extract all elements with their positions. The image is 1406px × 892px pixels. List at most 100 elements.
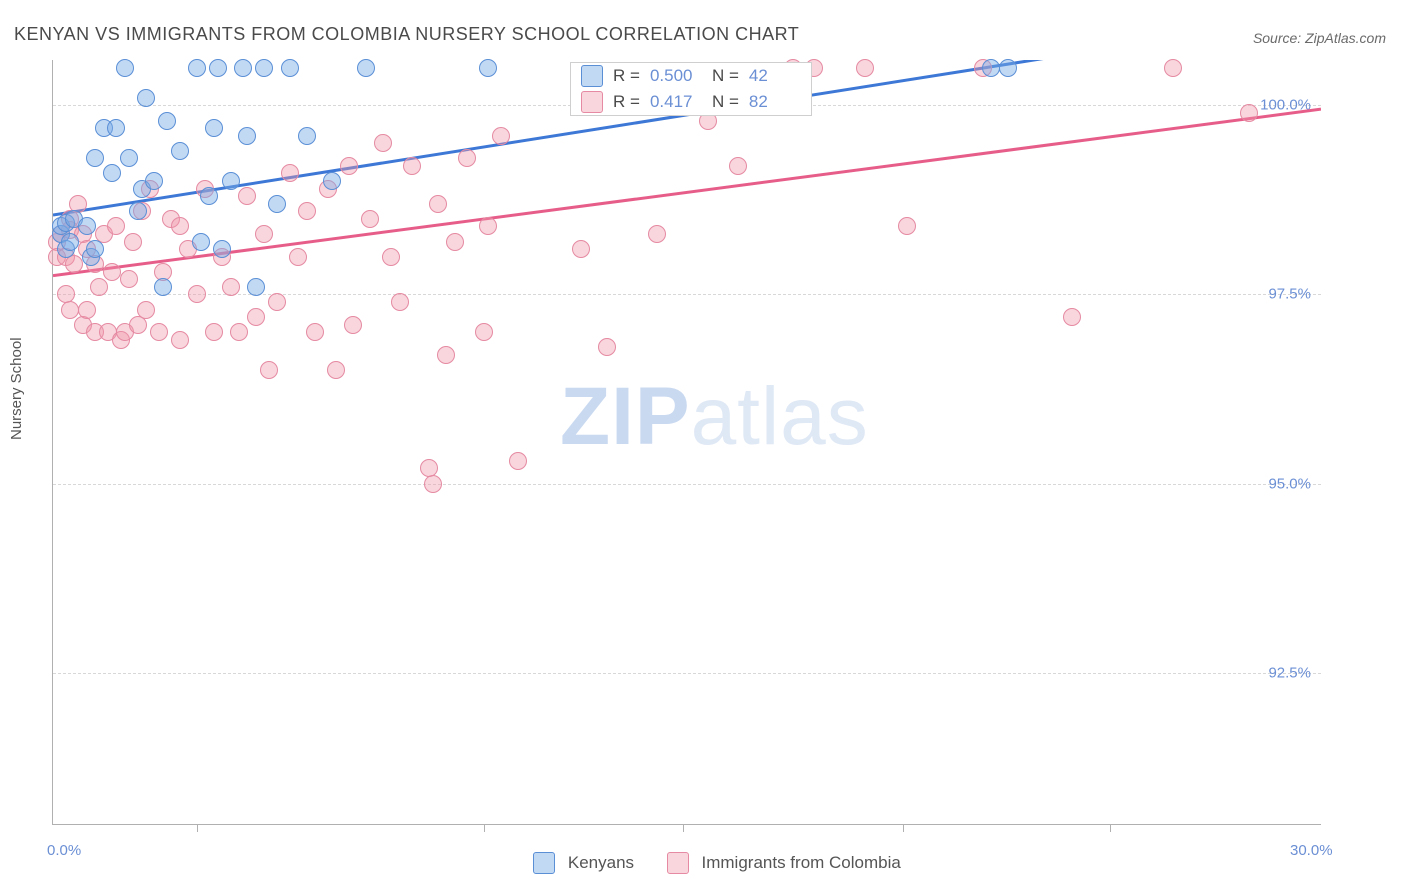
data-point-colombia bbox=[1240, 104, 1258, 122]
r-label: R = bbox=[613, 66, 640, 86]
data-point-kenyans bbox=[238, 127, 256, 145]
n-value-colombia: 82 bbox=[749, 92, 801, 112]
data-point-kenyans bbox=[281, 59, 299, 77]
data-point-kenyans bbox=[120, 149, 138, 167]
swatch-colombia bbox=[581, 91, 603, 113]
data-point-colombia bbox=[188, 285, 206, 303]
data-point-colombia bbox=[230, 323, 248, 341]
data-point-colombia bbox=[856, 59, 874, 77]
swatch-kenyans bbox=[581, 65, 603, 87]
data-point-colombia bbox=[103, 263, 121, 281]
data-point-kenyans bbox=[192, 233, 210, 251]
data-point-kenyans bbox=[298, 127, 316, 145]
data-point-colombia bbox=[306, 323, 324, 341]
data-point-colombia bbox=[255, 225, 273, 243]
data-point-kenyans bbox=[213, 240, 231, 258]
data-point-colombia bbox=[78, 301, 96, 319]
data-point-colombia bbox=[61, 301, 79, 319]
legend-swatch-kenyans bbox=[533, 852, 555, 874]
data-point-colombia bbox=[598, 338, 616, 356]
data-point-colombia bbox=[729, 157, 747, 175]
data-point-colombia bbox=[327, 361, 345, 379]
data-point-kenyans bbox=[86, 240, 104, 258]
data-point-kenyans bbox=[137, 89, 155, 107]
gridline bbox=[53, 673, 1321, 674]
x-tick-mark bbox=[484, 824, 485, 832]
data-point-colombia bbox=[420, 459, 438, 477]
bottom-legend: Kenyans Immigrants from Colombia bbox=[0, 852, 1406, 874]
data-point-kenyans bbox=[268, 195, 286, 213]
data-point-kenyans bbox=[86, 149, 104, 167]
data-point-kenyans bbox=[116, 59, 134, 77]
data-point-kenyans bbox=[209, 59, 227, 77]
legend-swatch-colombia bbox=[667, 852, 689, 874]
x-tick-mark bbox=[683, 824, 684, 832]
data-point-kenyans bbox=[255, 59, 273, 77]
data-point-colombia bbox=[268, 293, 286, 311]
data-point-kenyans bbox=[78, 217, 96, 235]
data-point-colombia bbox=[492, 127, 510, 145]
trend-lines bbox=[53, 60, 1321, 824]
data-point-kenyans bbox=[171, 142, 189, 160]
data-point-colombia bbox=[458, 149, 476, 167]
source-label: Source: ZipAtlas.com bbox=[1253, 30, 1386, 46]
r-value-colombia: 0.417 bbox=[650, 92, 702, 112]
plot-area: 100.0%97.5%95.0%92.5% bbox=[52, 60, 1321, 825]
data-point-colombia bbox=[120, 270, 138, 288]
legend-label-colombia: Immigrants from Colombia bbox=[702, 853, 901, 872]
data-point-colombia bbox=[391, 293, 409, 311]
data-point-colombia bbox=[150, 323, 168, 341]
stat-legend: R = 0.500 N = 42 R = 0.417 N = 82 bbox=[570, 62, 812, 116]
data-point-colombia bbox=[1164, 59, 1182, 77]
data-point-colombia bbox=[247, 308, 265, 326]
data-point-kenyans bbox=[145, 172, 163, 190]
data-point-kenyans bbox=[158, 112, 176, 130]
n-label: N = bbox=[712, 66, 739, 86]
data-point-kenyans bbox=[247, 278, 265, 296]
r-value-kenyans: 0.500 bbox=[650, 66, 702, 86]
data-point-colombia bbox=[446, 233, 464, 251]
chart-title: KENYAN VS IMMIGRANTS FROM COLOMBIA NURSE… bbox=[14, 24, 799, 45]
data-point-kenyans bbox=[234, 59, 252, 77]
data-point-kenyans bbox=[154, 278, 172, 296]
data-point-colombia bbox=[374, 134, 392, 152]
n-label: N = bbox=[712, 92, 739, 112]
data-point-colombia bbox=[137, 301, 155, 319]
data-point-kenyans bbox=[323, 172, 341, 190]
data-point-colombia bbox=[124, 233, 142, 251]
data-point-colombia bbox=[171, 331, 189, 349]
data-point-colombia bbox=[361, 210, 379, 228]
data-point-colombia bbox=[382, 248, 400, 266]
data-point-kenyans bbox=[357, 59, 375, 77]
x-axis-max-label: 30.0% bbox=[1290, 842, 1333, 859]
data-point-colombia bbox=[475, 323, 493, 341]
data-point-colombia bbox=[65, 255, 83, 273]
data-point-kenyans bbox=[129, 202, 147, 220]
data-point-colombia bbox=[437, 346, 455, 364]
n-value-kenyans: 42 bbox=[749, 66, 801, 86]
y-axis-label: Nursery School bbox=[8, 337, 25, 440]
data-point-colombia bbox=[572, 240, 590, 258]
data-point-colombia bbox=[171, 217, 189, 235]
gridline bbox=[53, 484, 1321, 485]
data-point-colombia bbox=[205, 323, 223, 341]
data-point-kenyans bbox=[103, 164, 121, 182]
data-point-colombia bbox=[403, 157, 421, 175]
data-point-colombia bbox=[648, 225, 666, 243]
data-point-kenyans bbox=[200, 187, 218, 205]
data-point-kenyans bbox=[205, 119, 223, 137]
data-point-colombia bbox=[1063, 308, 1081, 326]
x-tick-mark bbox=[903, 824, 904, 832]
data-point-colombia bbox=[429, 195, 447, 213]
data-point-kenyans bbox=[479, 59, 497, 77]
data-point-kenyans bbox=[188, 59, 206, 77]
data-point-colombia bbox=[289, 248, 307, 266]
data-point-colombia bbox=[479, 217, 497, 235]
gridline bbox=[53, 294, 1321, 295]
data-point-colombia bbox=[260, 361, 278, 379]
data-point-colombia bbox=[898, 217, 916, 235]
stat-row-colombia: R = 0.417 N = 82 bbox=[571, 89, 811, 115]
data-point-kenyans bbox=[61, 233, 79, 251]
x-tick-mark bbox=[1110, 824, 1111, 832]
data-point-colombia bbox=[298, 202, 316, 220]
